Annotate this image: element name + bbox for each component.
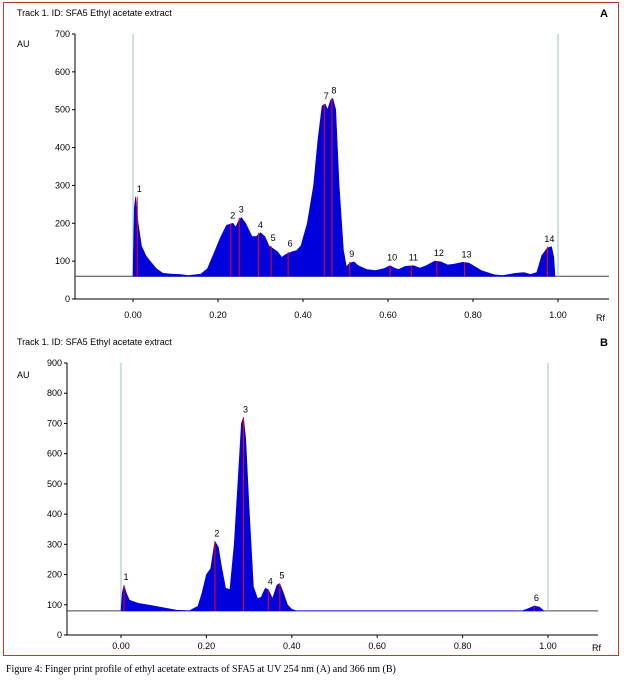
y-tick-label: 300: [47, 539, 62, 549]
x-tick-label: 0.20: [209, 310, 227, 320]
y-tick-label: 0: [65, 294, 70, 304]
x-tick-label: 0.80: [454, 641, 472, 651]
y-tick-label: 300: [55, 180, 70, 190]
y-tick-label: 400: [47, 509, 62, 519]
peak-label: 13: [461, 249, 471, 259]
y-tick-label: 100: [55, 256, 70, 266]
peak-label: 12: [434, 248, 444, 258]
y-tick-label: 500: [55, 105, 70, 115]
y-tick-label: 500: [47, 479, 62, 489]
y-tick-label: 700: [47, 418, 62, 428]
panel-letter: A: [600, 8, 608, 20]
peak-label: 5: [271, 233, 276, 243]
peak-label: 8: [331, 85, 336, 95]
peak-label: 7: [324, 91, 329, 101]
peak-label: 10: [387, 253, 397, 263]
x-tick-label: 0.00: [124, 310, 142, 320]
y-tick-label: 400: [55, 143, 70, 153]
peak-label: 5: [279, 571, 284, 581]
figure-caption: Figure 4: Finger print profile of ethyl …: [6, 664, 396, 675]
peak-label: 4: [258, 220, 263, 230]
chart-panel-a: Track 1. ID: SFA5 Ethyl acetate extract A…: [17, 8, 609, 323]
y-axis-label: AU: [17, 39, 30, 49]
y-tick-label: 700: [55, 29, 70, 39]
panel-letter: B: [600, 337, 608, 349]
chart-title: Track 1. ID: SFA5 Ethyl acetate extract: [17, 337, 172, 347]
peak-label: 2: [230, 210, 235, 220]
y-tick-label: 800: [47, 388, 62, 398]
peak-label: 9: [349, 249, 354, 259]
x-tick-label: 0.00: [112, 641, 130, 651]
x-tick-label: 0.40: [283, 641, 301, 651]
peak-label: 6: [534, 593, 539, 603]
y-tick-label: 200: [47, 570, 62, 580]
x-tick-label: 0.80: [464, 310, 482, 320]
peak-label: 3: [239, 205, 244, 215]
y-tick-label: 900: [47, 358, 62, 368]
x-tick-label: 0.60: [368, 641, 386, 651]
y-tick-label: 200: [55, 218, 70, 228]
chart-panel-b: Track 1. ID: SFA5 Ethyl acetate extract B…: [17, 337, 608, 653]
chromatogram-area: [132, 97, 556, 277]
x-tick-label: 1.00: [539, 641, 557, 651]
x-tick-label: 0.60: [379, 310, 397, 320]
y-tick-label: 600: [47, 449, 62, 459]
peak-label: 14: [544, 234, 554, 244]
peak-label: 4: [268, 577, 273, 587]
peak-label: 2: [214, 528, 219, 538]
peak-label: 11: [409, 253, 418, 263]
peak-label: 1: [137, 184, 142, 194]
y-tick-label: 0: [57, 630, 62, 640]
chromatogram-figure: Track 1. ID: SFA5 Ethyl acetate extract A…: [17, 8, 609, 653]
x-axis-label: Rf: [592, 643, 601, 653]
y-tick-label: 100: [47, 600, 62, 610]
x-tick-label: 0.20: [198, 641, 216, 651]
y-tick-label: 600: [55, 67, 70, 77]
x-tick-label: 0.40: [294, 310, 312, 320]
chromatogram-area: [120, 417, 545, 612]
peak-label: 6: [288, 239, 293, 249]
x-tick-label: 1.00: [549, 310, 567, 320]
peak-label: 3: [243, 404, 248, 414]
figure-frame: [3, 2, 619, 656]
x-axis-label: Rf: [596, 313, 605, 323]
chart-title: Track 1. ID: SFA5 Ethyl acetate extract: [17, 8, 172, 18]
peak-label: 1: [123, 572, 128, 582]
y-axis-label: AU: [17, 370, 30, 380]
